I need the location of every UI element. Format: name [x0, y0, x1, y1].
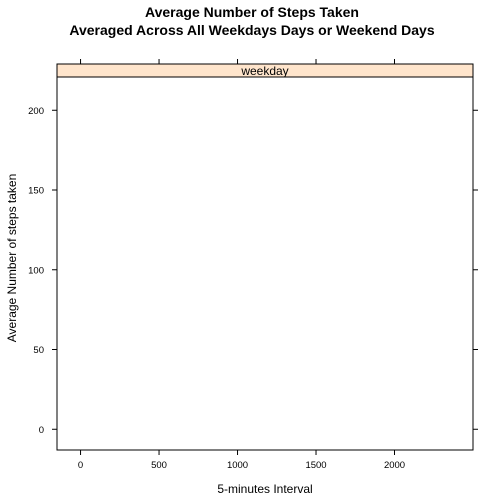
y-tick-label: 100 [28, 265, 44, 276]
y-tick-label: 200 [28, 106, 44, 117]
x-tick-label: 1500 [305, 460, 326, 471]
y-tick-label: 50 [33, 345, 44, 356]
chart-title-line-1: Average Number of Steps Taken [145, 4, 359, 20]
plot-panel [56, 63, 474, 451]
panel-strip-label: weekday [240, 64, 288, 78]
x-axis-label: 5-minutes Interval [217, 482, 312, 496]
y-axis-label: Average Number of steps taken [5, 174, 19, 343]
x-tick-label: 500 [151, 460, 167, 471]
chart-title-line-2: Averaged Across All Weekdays Days or Wee… [69, 22, 434, 38]
x-tick-label: 0 [78, 460, 83, 471]
x-axis: 0 500 1000 1500 2000 [78, 59, 405, 471]
y-axis: 0 50 100 150 200 [28, 106, 478, 436]
y-tick-label: 0 [39, 425, 44, 436]
x-tick-label: 1000 [227, 460, 248, 471]
x-tick-label: 2000 [384, 460, 405, 471]
y-tick-label: 150 [28, 186, 44, 197]
